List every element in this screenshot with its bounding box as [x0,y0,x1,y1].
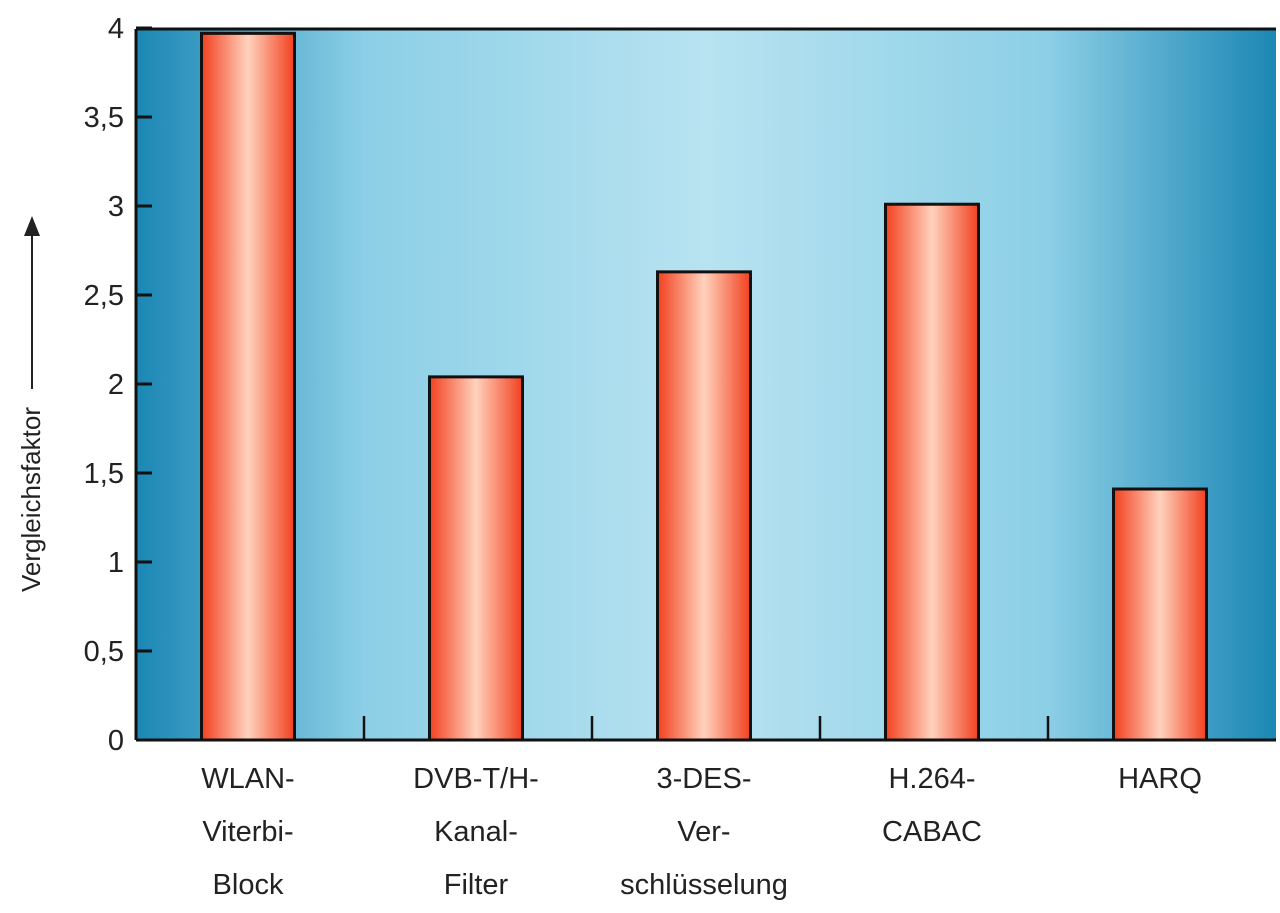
y-tick-label: 1,5 [84,458,124,490]
x-category-label: Ver- [677,816,730,848]
y-tick-label: 2,5 [84,280,124,312]
bar [656,270,752,742]
x-category-label: Kanal- [434,816,518,848]
y-tick-label: 2 [108,369,124,401]
bar [1112,487,1208,742]
bar [200,31,296,742]
y-tick-label: 0,5 [84,636,124,668]
y-tick-label: 3,5 [84,102,124,134]
y-tick-label: 0 [108,725,124,757]
y-tick-label: 1 [108,547,124,579]
x-category-label: HARQ [1118,763,1202,795]
x-category-label: Viterbi- [202,816,293,848]
x-category-label: 3-DES- [656,763,751,795]
y-tick-label: 3 [108,191,124,223]
x-category-label: CABAC [882,816,982,848]
y-axis-label: Vergleichsfaktor [16,407,46,592]
y-axis-label-group: Vergleichsfaktor [16,216,46,592]
x-category-label: H.264- [888,763,975,795]
bar [884,202,980,742]
x-category-label: Filter [444,869,509,901]
y-axis-arrow-icon [24,216,40,236]
x-category-label: Block [213,869,284,901]
bar [428,375,524,742]
x-category-label: schlüsselung [620,869,788,901]
y-tick-label: 4 [108,13,124,45]
x-category-label: DVB-T/H- [413,763,539,795]
x-category-label: WLAN- [201,763,294,795]
